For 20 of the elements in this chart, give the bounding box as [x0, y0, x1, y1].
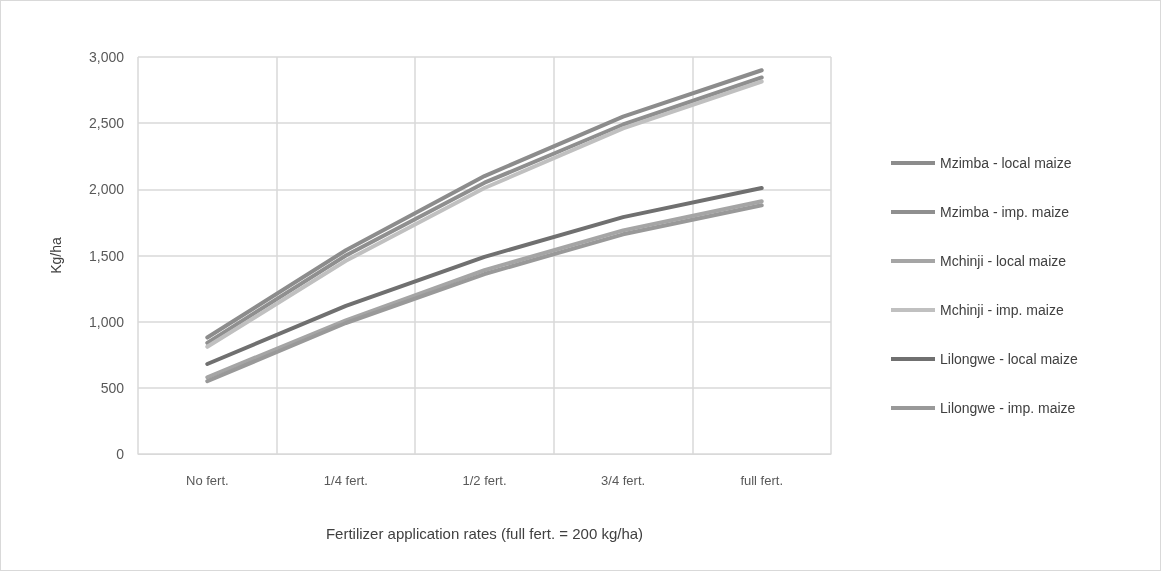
- y-tick-label: 0: [116, 446, 125, 462]
- legend-label: Mchinji - local maize: [940, 253, 1067, 269]
- x-axis-title: Fertilizer application rates (full fert. = 200 kg/ha): [325, 525, 644, 542]
- x-tick-label: 1/4 fert.: [323, 473, 368, 488]
- x-tick-label: No fert.: [185, 473, 229, 488]
- legend-label: Mchinji - imp. maize: [940, 302, 1064, 318]
- y-tick-label: 500: [100, 379, 125, 396]
- y-tick-label: 1,500: [88, 247, 125, 264]
- y-axis-title: Kg/ha: [48, 237, 64, 274]
- x-tick-label: 1/2 fert.: [462, 473, 507, 488]
- y-tick-label: 2,500: [88, 115, 125, 132]
- y-tick-label: 2,000: [88, 181, 125, 198]
- legend-label: Mzimba - local maize: [940, 155, 1072, 171]
- y-tick-label: 3,000: [88, 49, 125, 65]
- x-tick-label: 3/4 fert.: [601, 473, 646, 488]
- x-tick-label: full fert.: [740, 473, 784, 488]
- legend-label: Lilongwe - imp. maize: [940, 400, 1076, 416]
- legend-label: Lilongwe - local maize: [940, 351, 1078, 367]
- legend-label: Mzimba - imp. maize: [940, 204, 1070, 220]
- y-tick-label: 1,000: [88, 313, 125, 330]
